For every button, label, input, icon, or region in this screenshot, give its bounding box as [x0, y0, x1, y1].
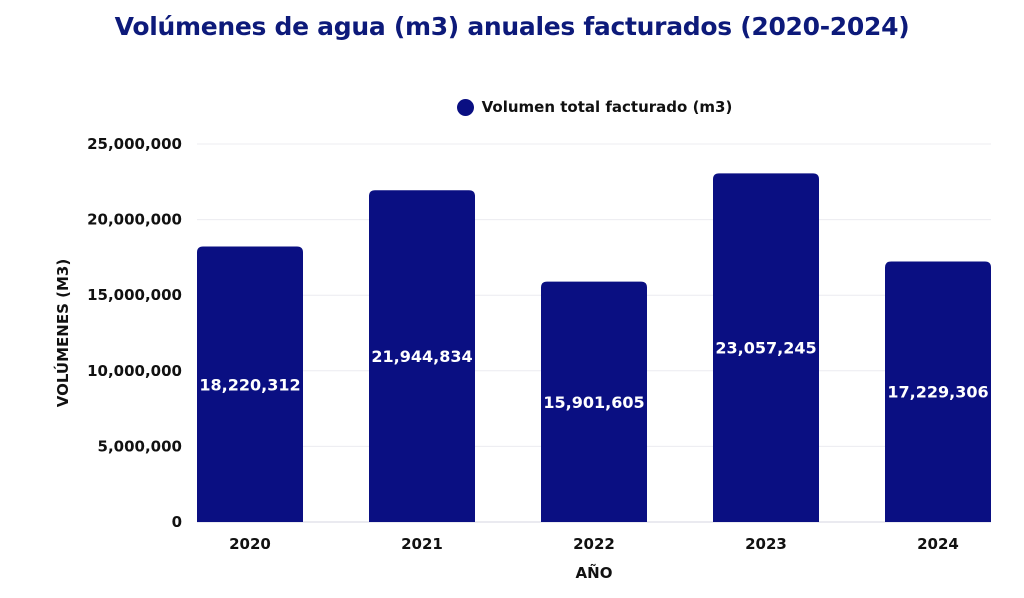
x-axis-title: AÑO [576, 563, 613, 582]
bar-value-label: 23,057,245 [715, 339, 816, 358]
legend-swatch [456, 98, 474, 116]
y-tick-label: 25,000,000 [87, 135, 182, 153]
y-tick-label: 5,000,000 [98, 437, 182, 455]
x-axis-ticks: 2020 2021 2022 2023 2024 [229, 535, 959, 553]
y-tick-label: 20,000,000 [87, 211, 182, 229]
bar-2023 [713, 173, 819, 522]
y-axis-title: VOLÚMENES (M3) [53, 259, 72, 407]
bars: 18,220,312 21,944,834 15,901,605 23,057,245… [197, 173, 991, 523]
bar-value-label: 17,229,306 [887, 383, 988, 402]
bar-2020 [197, 246, 303, 522]
legend-label: Volumen total facturado (m3) [481, 98, 733, 116]
x-tick-label: 2022 [573, 535, 615, 553]
x-tick-label: 2024 [917, 535, 959, 553]
chart-title: Volúmenes de agua (m3) anuales facturado… [114, 12, 910, 41]
bar-value-label: 21,944,834 [371, 347, 472, 366]
x-tick-label: 2023 [745, 535, 787, 553]
bar-2022 [541, 281, 647, 522]
bar-2021 [369, 190, 475, 523]
y-tick-label: 15,000,000 [87, 286, 182, 304]
y-tick-label: 0 [172, 513, 182, 531]
bar-2024 [885, 261, 991, 522]
bar-value-label: 18,220,312 [199, 375, 300, 394]
x-tick-label: 2020 [229, 535, 271, 553]
y-tick-label: 10,000,000 [87, 362, 182, 380]
bar-value-label: 15,901,605 [543, 393, 644, 412]
y-axis-ticks: 0 5,000,000 10,000,000 15,000,000 20,000,000… [87, 135, 182, 531]
legend: Volumen total facturado (m3) [0, 98, 1024, 116]
x-tick-label: 2021 [401, 535, 443, 553]
